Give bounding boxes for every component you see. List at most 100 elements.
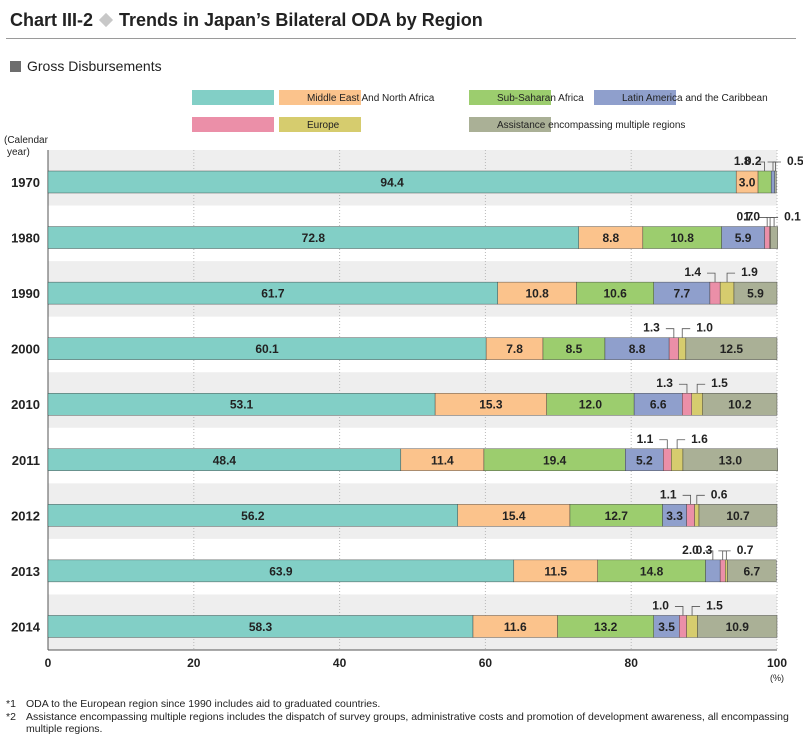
legend-swatch-0 [192, 90, 274, 105]
bar-segment [697, 615, 778, 638]
data-label: 8.5 [566, 342, 583, 356]
data-label: 10.6 [603, 287, 627, 301]
category-label: 2000 [11, 342, 40, 357]
x-unit-label: (%) [770, 673, 784, 683]
data-label: 1.6 [691, 432, 708, 446]
data-label: 1.5 [711, 376, 728, 390]
bar-segment [671, 448, 684, 471]
legend-label-1: Middle East And North Africa [307, 93, 435, 104]
data-label: 48.4 [213, 453, 237, 467]
leader-line [676, 439, 686, 449]
data-label: 3.3 [666, 509, 683, 523]
bar-segment [702, 393, 778, 416]
y-axis-label: (Calendar [4, 135, 49, 146]
data-label: 10.2 [728, 398, 752, 412]
x-tick-label: 20 [187, 656, 201, 670]
square-bullet-icon [10, 61, 21, 72]
category-label: 2011 [12, 453, 40, 468]
category-label: 1980 [11, 231, 40, 246]
data-label: 15.3 [479, 398, 503, 412]
data-label: 63.9 [269, 564, 293, 578]
data-label: 1.9 [741, 265, 758, 279]
bar-segment [719, 559, 726, 583]
leader-line [681, 328, 691, 338]
category-label: 2010 [11, 397, 40, 412]
data-label: 14.8 [640, 564, 664, 578]
data-label: 0.1 [784, 210, 801, 224]
bar-segment [686, 615, 698, 638]
data-label: 5.9 [735, 231, 752, 245]
data-label: 1.0 [696, 321, 713, 335]
leader-line [767, 161, 776, 171]
data-label: 6.7 [744, 564, 761, 578]
data-label: 5.9 [747, 287, 764, 301]
data-label: 5.2 [636, 453, 653, 467]
data-label: 0.2 [745, 154, 762, 168]
data-label: 1.0 [652, 598, 669, 612]
data-label: 11.5 [544, 564, 567, 578]
data-label: 15.4 [502, 509, 526, 523]
data-label: 6.6 [650, 398, 667, 412]
data-label: 8.8 [602, 231, 619, 245]
bar-segment [679, 615, 687, 638]
data-label: 1.1 [660, 487, 677, 501]
data-label: 60.1 [255, 342, 279, 356]
bar-segment [770, 170, 776, 194]
data-label: 58.3 [249, 620, 273, 634]
bar-segment [682, 393, 692, 416]
data-label: 1.5 [706, 598, 723, 612]
data-label: 3.5 [658, 620, 675, 634]
bar-segment [678, 337, 687, 360]
bar-segment [691, 393, 703, 416]
bar-segment [709, 281, 721, 305]
data-label: 1.1 [637, 432, 654, 446]
bar-segment [727, 559, 777, 583]
data-label: 12.7 [605, 509, 629, 523]
leader-line [756, 161, 766, 171]
bar-segment [757, 170, 772, 194]
legend-swatch-3 [594, 90, 676, 105]
leader-line [718, 550, 727, 560]
leader-line [707, 272, 716, 283]
chart-subtitle: Gross Disbursements [10, 58, 162, 74]
footnote-marker: *1 [6, 698, 16, 710]
leader-line [678, 383, 688, 394]
footnote-1: *1 ODA to the European region since 1990 … [6, 698, 796, 711]
leader-line [659, 439, 668, 449]
data-label: 13.0 [719, 453, 743, 467]
data-label: 0.7 [736, 210, 753, 224]
legend-label-3: Latin America and the Caribbean [622, 93, 768, 104]
bar-segment [686, 504, 695, 527]
legend-label-2: Sub-Saharan Africa [497, 93, 584, 104]
legend-swatch-1 [279, 90, 361, 105]
legend-swatch-2 [469, 90, 551, 105]
x-tick-label: 100 [767, 656, 787, 670]
bar-segment [719, 281, 735, 305]
bar-segment [764, 226, 770, 249]
x-tick-label: 60 [479, 656, 493, 670]
data-label: 13.2 [594, 620, 618, 634]
legend-swatch-5 [279, 117, 361, 132]
data-label: 94.4 [380, 176, 404, 190]
bar-segment [774, 170, 777, 194]
chart-title: Chart III-2 Trends in Japan’s Bilateral O… [10, 10, 483, 31]
leader-line [691, 606, 701, 616]
x-tick-label: 80 [625, 656, 639, 670]
data-label: 0.3 [696, 543, 713, 557]
data-label: 12.0 [579, 398, 603, 412]
bar-segment [668, 337, 679, 360]
data-label: 1.4 [684, 265, 701, 279]
data-label: 1.8 [734, 154, 751, 168]
bar-segment [698, 504, 778, 527]
data-label: 10.7 [726, 509, 750, 523]
bar-segment [770, 226, 778, 249]
category-label: 1970 [11, 175, 40, 190]
leader-line [696, 494, 705, 505]
leader-line [766, 217, 775, 227]
data-label: 0.6 [711, 487, 728, 501]
bar-segment [682, 448, 778, 471]
title-bar: Chart III-2 Trends in Japan’s Bilateral O… [6, 4, 796, 39]
chart-number: Chart III-2 [10, 10, 94, 30]
bar-segment [725, 559, 728, 583]
